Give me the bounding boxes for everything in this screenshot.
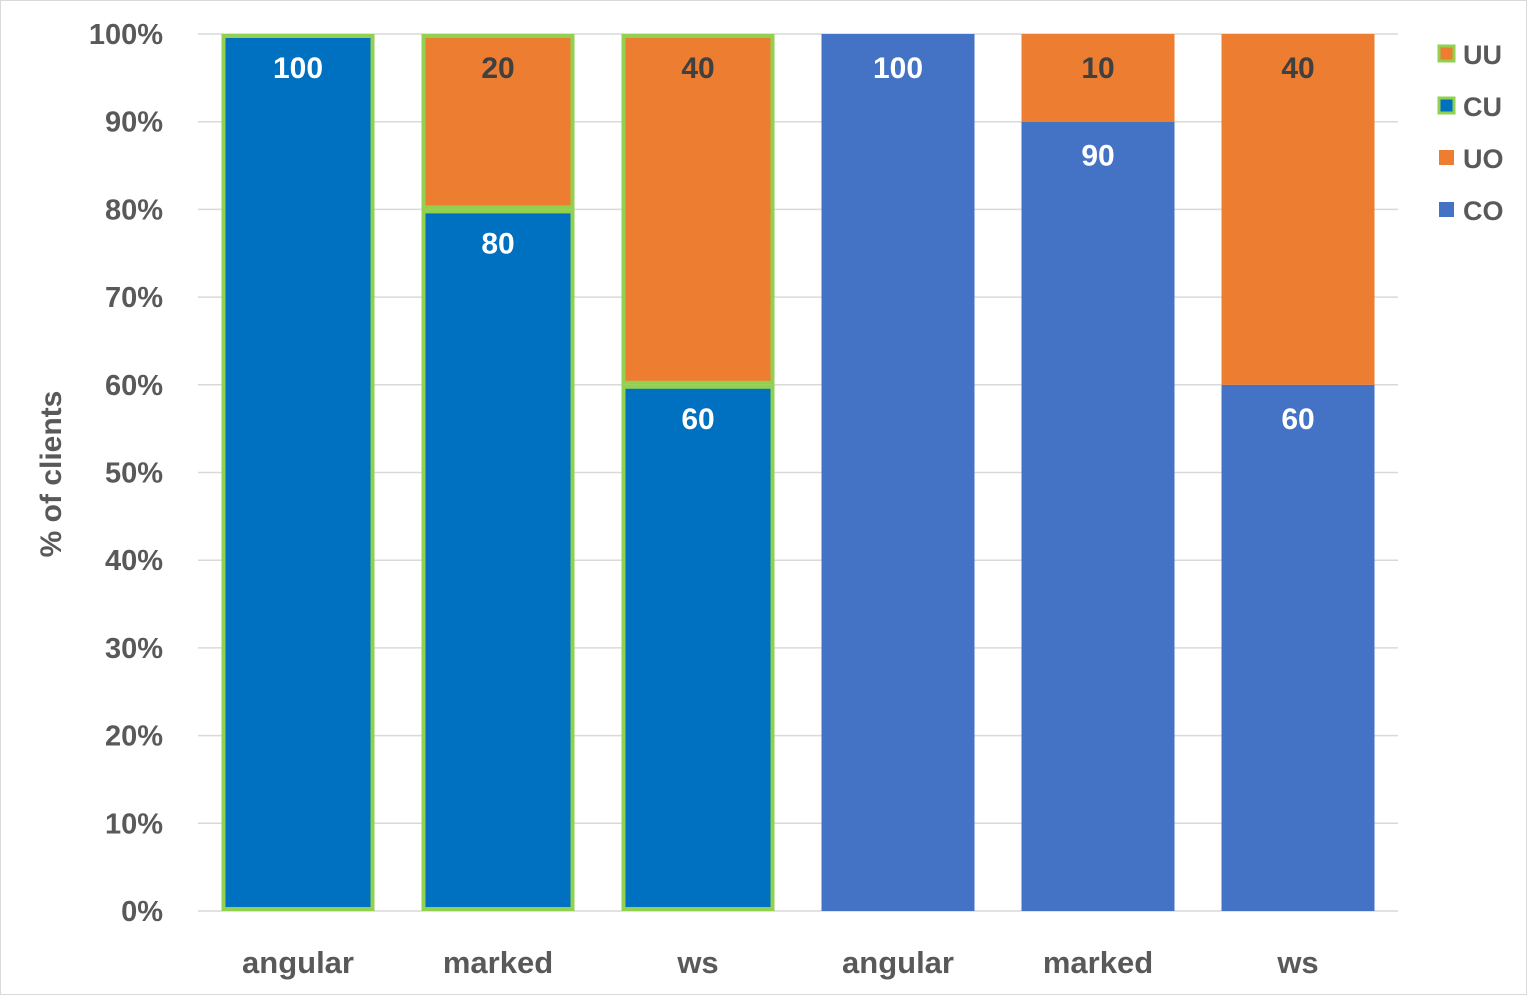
y-axis-title: % of clients — [35, 391, 68, 558]
legend[interactable]: UU CU UO CO — [1437, 40, 1504, 226]
y-tick-label: 100% — [89, 19, 163, 51]
legend-label: CO — [1463, 196, 1504, 226]
data-label-cu: 100 — [273, 52, 323, 85]
bar-segment-uu — [421, 34, 575, 210]
x-category-labels: angular marked ws angular marked ws — [242, 945, 1319, 980]
x-category-label: angular — [242, 945, 354, 980]
bar-segment-cu — [621, 384, 775, 911]
legend-item-co[interactable]: CO — [1439, 196, 1504, 226]
y-tick-label: 30% — [105, 633, 163, 665]
y-tick-label: 0% — [121, 896, 163, 928]
legend-label: UO — [1463, 144, 1504, 174]
legend-swatch — [1437, 96, 1456, 115]
data-label-co: 60 — [1281, 403, 1314, 436]
y-tick-label: 20% — [105, 721, 163, 753]
data-labels: 100 80 20 60 40 100 90 10 60 40 — [273, 52, 1315, 436]
bars — [221, 34, 1375, 911]
x-category-label: marked — [443, 945, 553, 980]
legend-swatch — [1437, 44, 1456, 63]
bar-segment-co — [1021, 121, 1175, 911]
bar-segment-cu — [221, 34, 375, 911]
bar-segment-uu — [621, 34, 775, 385]
y-tick-label: 70% — [105, 282, 163, 314]
data-label-uo: 10 — [1081, 52, 1114, 85]
y-tick-label: 80% — [105, 194, 163, 226]
data-label-cu: 60 — [681, 403, 714, 436]
gridlines — [198, 33, 1398, 912]
data-label-cu: 80 — [481, 227, 514, 260]
data-label-uu: 20 — [481, 52, 514, 85]
y-tick-label: 90% — [105, 107, 163, 139]
data-label-uo: 40 — [1281, 52, 1314, 85]
bar-segment-co — [821, 34, 975, 911]
x-category-label: marked — [1043, 945, 1153, 980]
bar-segment-cu — [421, 209, 575, 911]
x-category-label: angular — [842, 945, 954, 980]
x-category-label: ws — [1276, 945, 1318, 980]
bar-segment-co — [1221, 384, 1375, 911]
bar-segment-uo — [1021, 34, 1175, 122]
x-category-label: ws — [676, 945, 718, 980]
y-tick-label: 40% — [105, 545, 163, 577]
data-label-uu: 40 — [681, 52, 714, 85]
data-label-co: 100 — [873, 52, 923, 85]
bar-segment-uo — [1221, 34, 1375, 385]
legend-swatch — [1439, 150, 1454, 165]
legend-label: UU — [1463, 40, 1502, 70]
y-tick-labels: 0% 10% 20% 30% 40% 50% 60% 70% 80% 90% 100% — [89, 19, 163, 928]
y-tick-label: 60% — [105, 370, 163, 402]
data-label-co: 90 — [1081, 140, 1114, 173]
legend-item-uu[interactable]: UU — [1437, 40, 1502, 70]
y-tick-label: 50% — [105, 458, 163, 490]
legend-label: CU — [1463, 92, 1502, 122]
y-tick-label: 10% — [105, 808, 163, 840]
legend-swatch — [1439, 202, 1454, 217]
legend-item-uo[interactable]: UO — [1439, 144, 1504, 174]
legend-item-cu[interactable]: CU — [1437, 92, 1502, 122]
